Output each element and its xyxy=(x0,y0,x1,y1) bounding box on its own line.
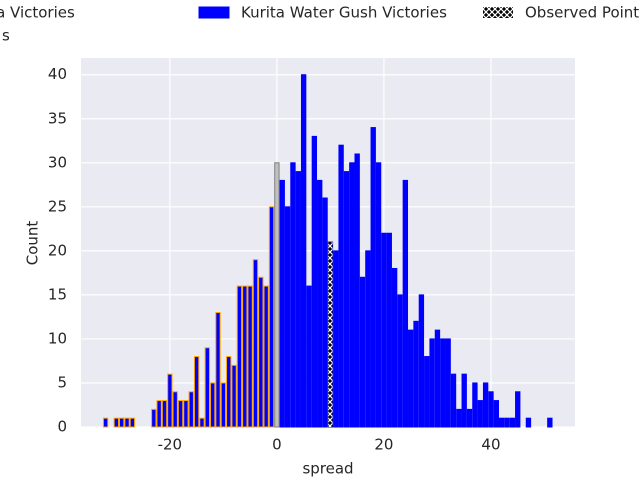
bar xyxy=(247,285,253,428)
bar xyxy=(172,391,178,428)
legend-label: Kurita Water Gush Victories xyxy=(241,4,447,22)
x-tick-label: 20 xyxy=(374,436,393,454)
bar xyxy=(434,329,441,428)
bar xyxy=(343,171,350,428)
y-tick-label: 15 xyxy=(48,285,67,303)
bar xyxy=(317,179,323,428)
bar xyxy=(284,206,291,428)
x-tick-label: 40 xyxy=(481,436,500,454)
bar xyxy=(151,408,157,428)
bar xyxy=(509,417,516,428)
legend-label: Observed Point xyxy=(525,4,639,22)
bar xyxy=(402,179,409,428)
bar xyxy=(242,285,248,428)
bar xyxy=(391,267,398,428)
bar xyxy=(204,347,210,428)
bar xyxy=(199,417,205,428)
bar xyxy=(359,276,366,428)
x-axis-label: spread xyxy=(302,460,353,478)
bar xyxy=(440,338,446,428)
y-tick-label: 10 xyxy=(48,329,67,347)
bar xyxy=(156,400,162,428)
bar xyxy=(263,285,269,428)
y-tick-label: 40 xyxy=(48,65,67,83)
bar xyxy=(258,276,264,428)
bar xyxy=(424,356,430,428)
bar xyxy=(167,373,173,428)
bar xyxy=(161,400,168,428)
bar xyxy=(354,153,360,428)
bar xyxy=(188,391,194,428)
bar xyxy=(322,197,328,428)
legend-swatch xyxy=(483,7,513,18)
bar xyxy=(177,400,184,428)
bar xyxy=(119,417,125,428)
bar xyxy=(333,250,339,428)
bar xyxy=(295,171,301,428)
bar xyxy=(525,417,532,428)
bar xyxy=(547,417,553,428)
legend-label: s xyxy=(2,27,10,45)
bar xyxy=(482,382,489,428)
bar xyxy=(370,127,376,428)
bar xyxy=(450,373,457,428)
bar xyxy=(226,356,232,428)
x-tick-label: 0 xyxy=(272,436,282,454)
bar xyxy=(397,294,403,428)
bar xyxy=(429,338,435,428)
bar xyxy=(515,391,521,428)
bar xyxy=(375,162,382,428)
y-axis-label: Count xyxy=(24,221,42,266)
bar xyxy=(365,250,371,428)
y-tick-label: 35 xyxy=(48,109,67,127)
bar xyxy=(268,206,275,428)
bar xyxy=(408,329,414,428)
bar xyxy=(499,417,505,428)
legend-swatch xyxy=(198,6,230,19)
legend-label: IRO Fukuoka Victories xyxy=(0,4,75,22)
bar xyxy=(124,417,130,428)
bar xyxy=(236,285,243,428)
bar xyxy=(338,144,344,428)
bar xyxy=(418,294,425,428)
bar xyxy=(183,400,189,428)
bar xyxy=(102,417,109,428)
bar xyxy=(488,391,494,428)
y-tick-label: 30 xyxy=(48,153,67,171)
bar xyxy=(413,320,419,428)
y-tick-label: 25 xyxy=(48,197,67,215)
bar xyxy=(493,400,500,428)
bar xyxy=(328,242,333,427)
bar xyxy=(456,408,462,428)
bar xyxy=(472,382,478,428)
bar xyxy=(252,259,259,428)
y-tick-label: 5 xyxy=(57,373,67,391)
bar xyxy=(306,285,312,428)
y-tick-label: 0 xyxy=(57,418,67,436)
bar xyxy=(209,382,216,428)
y-tick-label: 20 xyxy=(48,241,67,259)
bar xyxy=(290,162,296,428)
bar xyxy=(129,417,136,428)
bar xyxy=(445,338,451,428)
bar xyxy=(113,417,120,428)
bar xyxy=(466,408,473,428)
bar xyxy=(349,162,355,428)
bar xyxy=(220,382,227,428)
bar xyxy=(215,312,221,428)
bar xyxy=(461,373,467,428)
bar xyxy=(279,179,285,428)
bar xyxy=(311,135,318,428)
x-tick-label: -20 xyxy=(158,436,183,454)
bar xyxy=(477,400,483,428)
bar xyxy=(274,162,280,428)
bar xyxy=(300,74,307,428)
bar xyxy=(386,232,392,428)
bar xyxy=(381,232,387,428)
bar xyxy=(504,417,510,428)
bar xyxy=(231,364,237,428)
bar xyxy=(193,356,200,428)
